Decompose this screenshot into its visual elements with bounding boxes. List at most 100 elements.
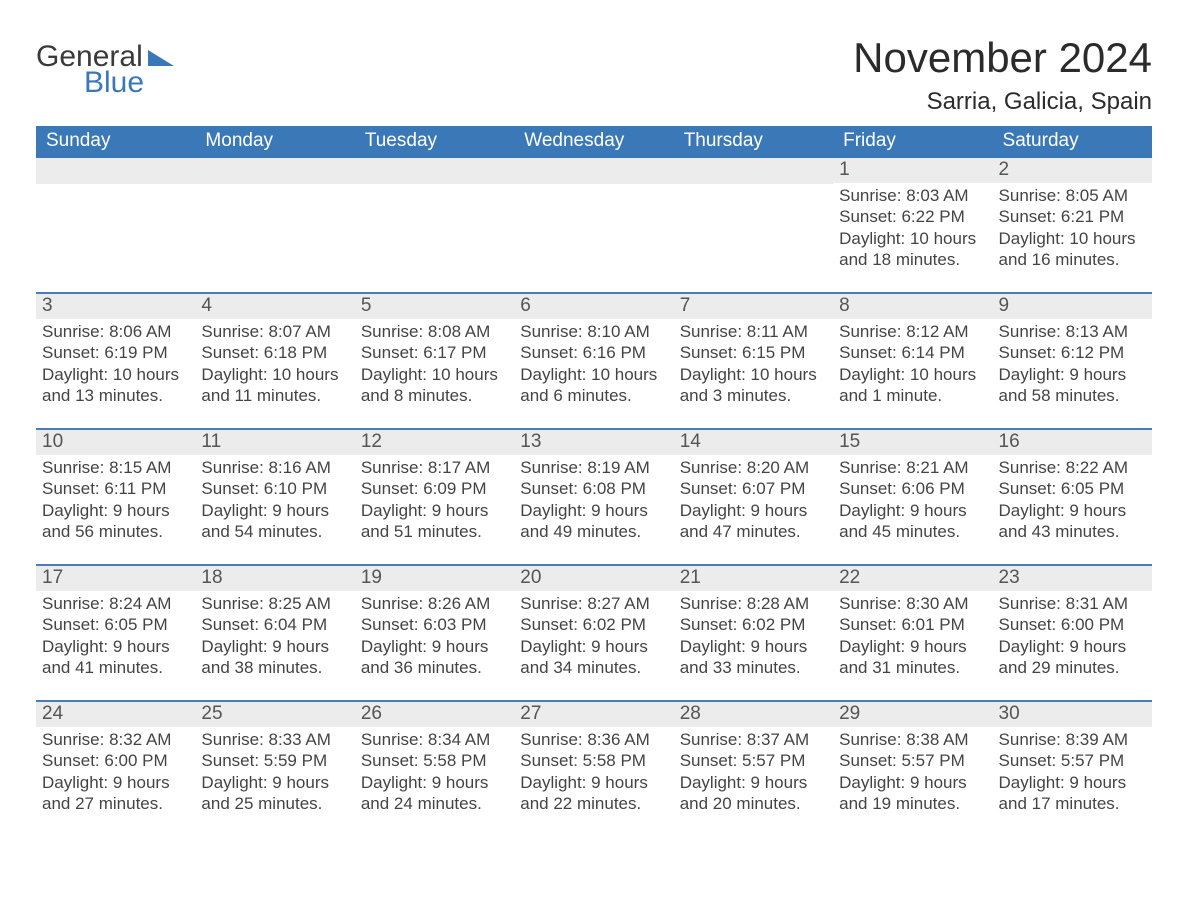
sunrise-line: Sunrise: 8:11 AM — [680, 321, 827, 342]
day-number: 23 — [993, 566, 1152, 591]
day-number: 8 — [833, 294, 992, 319]
sunrise-line: Sunrise: 8:37 AM — [680, 729, 827, 750]
day-body: Sunrise: 8:38 AMSunset: 5:57 PMDaylight:… — [833, 727, 992, 814]
weekday-cell: Monday — [195, 126, 354, 158]
sunrise-line: Sunrise: 8:12 AM — [839, 321, 986, 342]
day-body: Sunrise: 8:06 AMSunset: 6:19 PMDaylight:… — [36, 319, 195, 406]
day-number: 9 — [993, 294, 1152, 319]
sunset-line: Sunset: 5:57 PM — [839, 750, 986, 771]
empty-day-number — [195, 158, 354, 184]
weekday-cell: Wednesday — [514, 126, 673, 158]
day-cell: 12Sunrise: 8:17 AMSunset: 6:09 PMDayligh… — [355, 430, 514, 542]
day-number: 4 — [195, 294, 354, 319]
day-body: Sunrise: 8:17 AMSunset: 6:09 PMDaylight:… — [355, 455, 514, 542]
day-number: 16 — [993, 430, 1152, 455]
day-cell — [36, 158, 195, 270]
daylight-line: Daylight: 9 hours and 41 minutes. — [42, 636, 189, 679]
sunset-line: Sunset: 6:04 PM — [201, 614, 348, 635]
day-number: 22 — [833, 566, 992, 591]
day-cell: 11Sunrise: 8:16 AMSunset: 6:10 PMDayligh… — [195, 430, 354, 542]
sunset-line: Sunset: 5:57 PM — [680, 750, 827, 771]
sunset-line: Sunset: 5:59 PM — [201, 750, 348, 771]
sunset-line: Sunset: 6:08 PM — [520, 478, 667, 499]
weekday-header-row: Sunday Monday Tuesday Wednesday Thursday… — [36, 126, 1152, 158]
sunrise-line: Sunrise: 8:10 AM — [520, 321, 667, 342]
weekday-cell: Saturday — [993, 126, 1152, 158]
day-body: Sunrise: 8:07 AMSunset: 6:18 PMDaylight:… — [195, 319, 354, 406]
day-body: Sunrise: 8:08 AMSunset: 6:17 PMDaylight:… — [355, 319, 514, 406]
day-body: Sunrise: 8:26 AMSunset: 6:03 PMDaylight:… — [355, 591, 514, 678]
day-cell: 30Sunrise: 8:39 AMSunset: 5:57 PMDayligh… — [993, 702, 1152, 814]
empty-day-number — [514, 158, 673, 184]
day-body: Sunrise: 8:31 AMSunset: 6:00 PMDaylight:… — [993, 591, 1152, 678]
day-cell: 21Sunrise: 8:28 AMSunset: 6:02 PMDayligh… — [674, 566, 833, 678]
day-number: 10 — [36, 430, 195, 455]
daylight-line: Daylight: 10 hours and 18 minutes. — [839, 228, 986, 271]
logo-word-blue: Blue — [84, 68, 144, 98]
sunrise-line: Sunrise: 8:27 AM — [520, 593, 667, 614]
day-body: Sunrise: 8:33 AMSunset: 5:59 PMDaylight:… — [195, 727, 354, 814]
day-cell: 29Sunrise: 8:38 AMSunset: 5:57 PMDayligh… — [833, 702, 992, 814]
month-title: November 2024 — [853, 34, 1152, 82]
week-row: 1Sunrise: 8:03 AMSunset: 6:22 PMDaylight… — [36, 158, 1152, 270]
daylight-line: Daylight: 9 hours and 56 minutes. — [42, 500, 189, 543]
day-number: 28 — [674, 702, 833, 727]
sunset-line: Sunset: 6:01 PM — [839, 614, 986, 635]
sunset-line: Sunset: 6:22 PM — [839, 206, 986, 227]
sunset-line: Sunset: 6:02 PM — [680, 614, 827, 635]
daylight-line: Daylight: 9 hours and 29 minutes. — [999, 636, 1146, 679]
day-number: 20 — [514, 566, 673, 591]
day-body: Sunrise: 8:05 AMSunset: 6:21 PMDaylight:… — [993, 183, 1152, 270]
calendar: Sunday Monday Tuesday Wednesday Thursday… — [36, 126, 1152, 814]
day-cell: 8Sunrise: 8:12 AMSunset: 6:14 PMDaylight… — [833, 294, 992, 406]
sunset-line: Sunset: 6:15 PM — [680, 342, 827, 363]
logo-triangle-icon — [148, 50, 174, 66]
day-cell: 3Sunrise: 8:06 AMSunset: 6:19 PMDaylight… — [36, 294, 195, 406]
daylight-line: Daylight: 9 hours and 45 minutes. — [839, 500, 986, 543]
week-row: 10Sunrise: 8:15 AMSunset: 6:11 PMDayligh… — [36, 428, 1152, 542]
day-number: 29 — [833, 702, 992, 727]
day-body: Sunrise: 8:27 AMSunset: 6:02 PMDaylight:… — [514, 591, 673, 678]
daylight-line: Daylight: 9 hours and 58 minutes. — [999, 364, 1146, 407]
day-cell: 6Sunrise: 8:10 AMSunset: 6:16 PMDaylight… — [514, 294, 673, 406]
day-body: Sunrise: 8:03 AMSunset: 6:22 PMDaylight:… — [833, 183, 992, 270]
sunset-line: Sunset: 6:11 PM — [42, 478, 189, 499]
daylight-line: Daylight: 9 hours and 17 minutes. — [999, 772, 1146, 815]
sunrise-line: Sunrise: 8:17 AM — [361, 457, 508, 478]
day-number: 7 — [674, 294, 833, 319]
sunset-line: Sunset: 6:05 PM — [42, 614, 189, 635]
sunrise-line: Sunrise: 8:30 AM — [839, 593, 986, 614]
daylight-line: Daylight: 9 hours and 43 minutes. — [999, 500, 1146, 543]
daylight-line: Daylight: 9 hours and 27 minutes. — [42, 772, 189, 815]
day-body: Sunrise: 8:12 AMSunset: 6:14 PMDaylight:… — [833, 319, 992, 406]
day-body: Sunrise: 8:36 AMSunset: 5:58 PMDaylight:… — [514, 727, 673, 814]
day-number: 2 — [993, 158, 1152, 183]
sunrise-line: Sunrise: 8:31 AM — [999, 593, 1146, 614]
day-body: Sunrise: 8:20 AMSunset: 6:07 PMDaylight:… — [674, 455, 833, 542]
daylight-line: Daylight: 9 hours and 47 minutes. — [680, 500, 827, 543]
daylight-line: Daylight: 9 hours and 19 minutes. — [839, 772, 986, 815]
sunset-line: Sunset: 6:10 PM — [201, 478, 348, 499]
day-cell: 20Sunrise: 8:27 AMSunset: 6:02 PMDayligh… — [514, 566, 673, 678]
sunset-line: Sunset: 6:21 PM — [999, 206, 1146, 227]
day-number: 12 — [355, 430, 514, 455]
day-body: Sunrise: 8:24 AMSunset: 6:05 PMDaylight:… — [36, 591, 195, 678]
daylight-line: Daylight: 9 hours and 49 minutes. — [520, 500, 667, 543]
day-body: Sunrise: 8:34 AMSunset: 5:58 PMDaylight:… — [355, 727, 514, 814]
day-number: 18 — [195, 566, 354, 591]
weekday-cell: Sunday — [36, 126, 195, 158]
day-body: Sunrise: 8:13 AMSunset: 6:12 PMDaylight:… — [993, 319, 1152, 406]
day-cell: 16Sunrise: 8:22 AMSunset: 6:05 PMDayligh… — [993, 430, 1152, 542]
day-cell: 13Sunrise: 8:19 AMSunset: 6:08 PMDayligh… — [514, 430, 673, 542]
daylight-line: Daylight: 9 hours and 36 minutes. — [361, 636, 508, 679]
daylight-line: Daylight: 10 hours and 8 minutes. — [361, 364, 508, 407]
day-body: Sunrise: 8:19 AMSunset: 6:08 PMDaylight:… — [514, 455, 673, 542]
day-number: 27 — [514, 702, 673, 727]
day-cell: 19Sunrise: 8:26 AMSunset: 6:03 PMDayligh… — [355, 566, 514, 678]
day-cell: 25Sunrise: 8:33 AMSunset: 5:59 PMDayligh… — [195, 702, 354, 814]
week-row: 3Sunrise: 8:06 AMSunset: 6:19 PMDaylight… — [36, 292, 1152, 406]
day-number: 24 — [36, 702, 195, 727]
sunrise-line: Sunrise: 8:19 AM — [520, 457, 667, 478]
sunrise-line: Sunrise: 8:08 AM — [361, 321, 508, 342]
sunrise-line: Sunrise: 8:13 AM — [999, 321, 1146, 342]
